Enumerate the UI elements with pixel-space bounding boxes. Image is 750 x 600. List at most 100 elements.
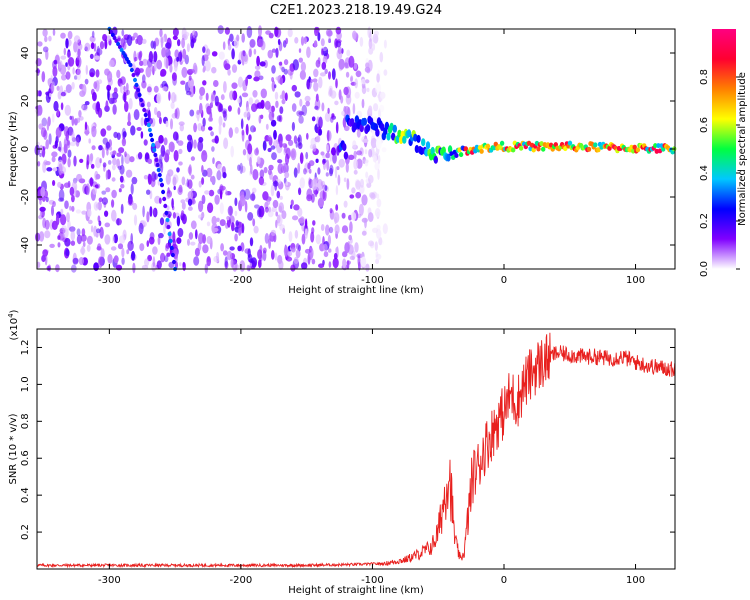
spectrogram-cell: [190, 220, 197, 230]
spectrogram-cell: [159, 217, 165, 226]
spectrogram-cell: [252, 90, 258, 98]
spectrogram-cell: [130, 183, 134, 195]
spectrogram-cell: [353, 62, 358, 70]
spectrogram-cell: [379, 51, 384, 63]
spectrogram-cell: [144, 258, 150, 267]
spectrogram-cell: [281, 90, 286, 100]
track-cell: [168, 238, 173, 244]
spectrogram-cell: [219, 202, 224, 215]
spectrogram-cell: [77, 42, 83, 51]
spectrogram-cell: [93, 201, 99, 211]
spectrogram-cell: [265, 30, 271, 35]
spectrogram-cell: [170, 118, 173, 130]
spectrogram-cell: [98, 220, 102, 227]
ridge-cell: [430, 146, 435, 155]
spectrogram-y-label: Frequency (Hz): [8, 111, 19, 187]
spectrogram-cell: [370, 137, 377, 149]
spectrogram-cell: [204, 60, 211, 72]
spectrogram-cell: [378, 236, 383, 246]
spectrogram-cell: [222, 41, 226, 50]
spectrogram-cell: [60, 55, 67, 60]
spectrogram-cell: [254, 148, 259, 156]
spectrogram-cell: [38, 123, 44, 130]
spectrogram-cell: [37, 161, 41, 167]
spectrogram-cell: [48, 133, 52, 145]
track-cell: [137, 92, 142, 98]
spectrogram-cell: [306, 46, 311, 59]
y-tick-label: 0.4: [20, 487, 31, 503]
spectrogram-cell: [267, 49, 274, 59]
spectrogram-cell: [125, 89, 130, 96]
spectrogram-cell: [283, 68, 288, 75]
spectrogram-cell: [317, 31, 321, 42]
spectrogram-cell: [322, 243, 328, 252]
spectrogram-cell: [146, 101, 151, 108]
spectrogram-cell: [340, 95, 344, 104]
spectrogram-cell: [102, 162, 107, 168]
spectrogram-cell: [240, 165, 246, 173]
spectrogram-cell: [382, 223, 388, 235]
spectrogram-cell: [168, 91, 171, 101]
spectrogram-cell: [90, 225, 94, 233]
track-cell: [154, 157, 159, 163]
spectrogram-cell: [259, 169, 265, 179]
spectrogram-cell: [270, 119, 277, 127]
spectrogram-cell: [354, 242, 359, 253]
spectrogram-cell: [163, 224, 166, 235]
spectrogram-cell: [240, 118, 244, 130]
spectrogram-cell: [165, 149, 170, 156]
spectrogram-cell: [138, 51, 142, 61]
spectrogram-cell: [49, 92, 52, 98]
spectrogram-cell: [225, 189, 228, 196]
spectrogram-cell: [76, 234, 82, 245]
spectrogram-cell: [106, 84, 112, 92]
spectrogram-cell: [355, 70, 362, 78]
track-cell: [146, 122, 151, 128]
x-tick-label: 0: [501, 275, 507, 286]
spectrogram-cell: [321, 61, 327, 70]
spectrogram-cell: [227, 69, 231, 76]
spectrogram-cell: [138, 222, 144, 235]
spectrogram-cell: [75, 209, 81, 214]
spectrogram-cell: [254, 204, 260, 209]
spectrogram-cell: [282, 227, 286, 234]
spectrogram-cell: [366, 87, 370, 93]
spectrogram-cell: [304, 95, 311, 102]
spectrogram-cell: [55, 126, 62, 138]
spectrogram-cell: [127, 112, 131, 124]
spectrogram-cell: [161, 47, 167, 58]
spectrogram-cell: [365, 79, 370, 84]
spectrogram-cell: [235, 220, 239, 227]
spectrogram-cell: [158, 232, 164, 239]
track-cell: [169, 245, 174, 251]
spectrogram-cell: [298, 244, 301, 252]
spectrogram-cell: [134, 90, 139, 100]
spectrogram-cell: [180, 199, 186, 204]
spectrogram-cell: [174, 49, 179, 59]
spectrogram-cell: [270, 184, 275, 197]
spectrogram-cell: [332, 152, 337, 164]
spectrogram-cell: [111, 189, 117, 199]
spectrogram-cell: [104, 38, 108, 50]
spectrogram-cell: [137, 152, 143, 160]
ridge-cell: [511, 147, 516, 153]
spectrogram-cell: [99, 41, 105, 50]
spectrogram-cell: [352, 30, 357, 40]
ridge-cell: [541, 146, 546, 152]
spectrogram-cell: [281, 210, 287, 220]
track-cell: [160, 182, 164, 188]
spectrogram-cell: [315, 59, 321, 68]
spectrogram-cell: [201, 165, 204, 174]
spectrogram-cell: [178, 121, 185, 126]
spectrogram-cell: [165, 42, 172, 49]
colorbar-tick-label: 0.0: [699, 261, 710, 277]
y-tick-label: 0.6: [20, 450, 31, 466]
ridge-cell: [375, 128, 380, 137]
spectrogram-cell: [189, 109, 195, 117]
spectrogram-cells: [34, 25, 388, 274]
spectrogram-cell: [239, 162, 243, 175]
spectrogram-cell: [318, 116, 323, 129]
spectrogram-cell: [65, 38, 69, 49]
spectrogram-cell: [320, 151, 325, 156]
spectrogram-cell: [86, 244, 91, 252]
